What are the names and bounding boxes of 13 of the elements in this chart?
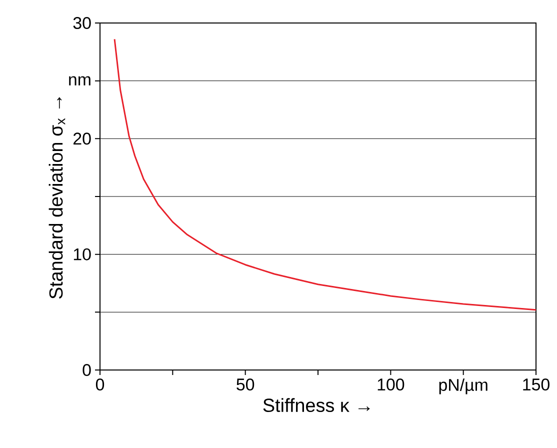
line-series	[114, 38, 536, 311]
x-tick-label: 150	[523, 378, 550, 391]
x-tick-label: 100	[378, 378, 404, 391]
x-tick-label: 50	[236, 378, 254, 391]
y-tick-label: 20	[74, 132, 91, 145]
x-tick-label: pN/µm	[439, 378, 488, 394]
y-axis-title: Standard deviation σ$_{x}$ →	[48, 97, 66, 299]
y-tick-label: 30	[73, 16, 91, 29]
x-axis-title: Stiffness κ →	[263, 398, 370, 412]
y-tick-label: 10	[74, 248, 91, 260]
y-tick-label: nm	[69, 76, 90, 86]
x-tick-label: 0	[96, 378, 104, 391]
y-tick-label: 0	[82, 364, 91, 376]
